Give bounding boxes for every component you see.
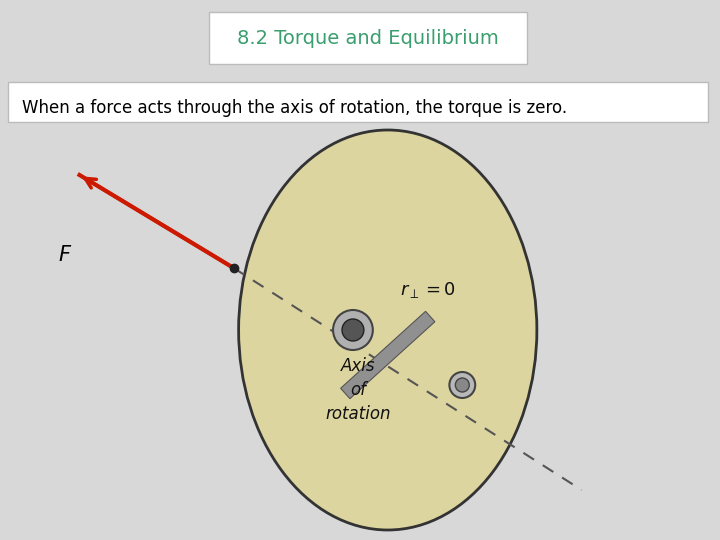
Bar <box>341 312 435 399</box>
Text: Axis
of
rotation: Axis of rotation <box>325 357 391 423</box>
FancyBboxPatch shape <box>209 12 527 64</box>
Circle shape <box>449 372 475 398</box>
Text: $r_\perp = 0$: $r_\perp = 0$ <box>400 280 455 300</box>
Text: 8.2 Torque and Equilibrium: 8.2 Torque and Equilibrium <box>237 29 499 48</box>
Text: When a force acts through the axis of rotation, the torque is zero.: When a force acts through the axis of ro… <box>22 99 567 117</box>
Circle shape <box>342 319 364 341</box>
Circle shape <box>455 378 469 392</box>
FancyBboxPatch shape <box>8 82 708 122</box>
Circle shape <box>333 310 373 350</box>
Ellipse shape <box>238 130 537 530</box>
Text: F: F <box>58 245 71 265</box>
